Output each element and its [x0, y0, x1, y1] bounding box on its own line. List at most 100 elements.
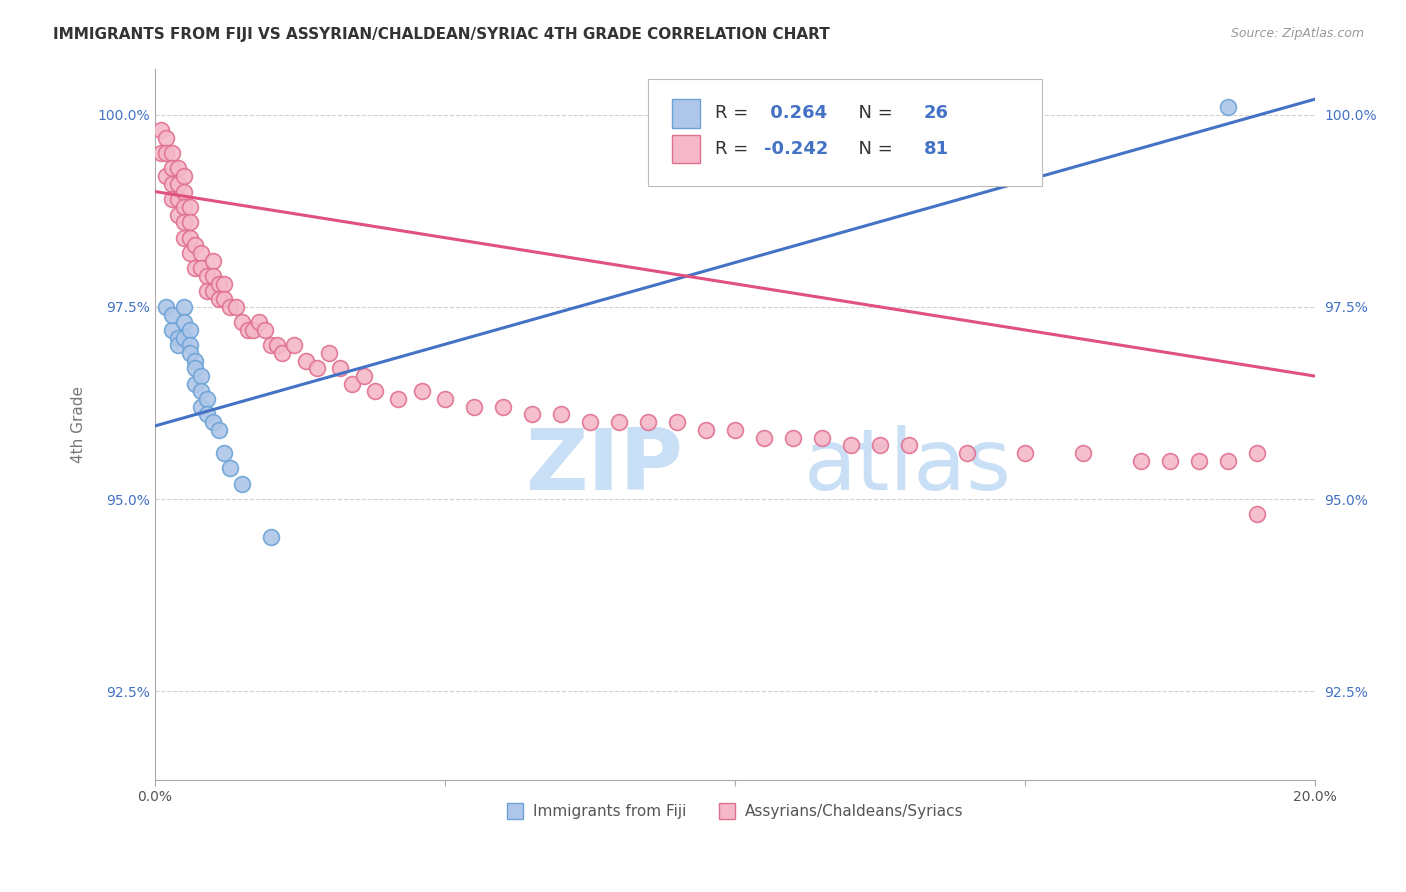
Text: 0.264: 0.264	[763, 104, 827, 122]
Point	[752, 430, 775, 444]
Legend: Immigrants from Fiji, Assyrians/Chaldeans/Syriacs: Immigrants from Fiji, Assyrians/Chaldean…	[499, 798, 970, 825]
Point	[307, 361, 329, 376]
Point	[492, 400, 515, 414]
Point	[839, 438, 862, 452]
Point	[173, 330, 195, 344]
Point	[207, 292, 229, 306]
Y-axis label: 4th Grade: 4th Grade	[72, 385, 86, 463]
Point	[387, 392, 409, 406]
FancyBboxPatch shape	[648, 79, 1042, 186]
Point	[782, 430, 804, 444]
Point	[695, 423, 717, 437]
Point	[167, 192, 190, 206]
Point	[195, 408, 218, 422]
Point	[149, 123, 172, 137]
Point	[318, 346, 340, 360]
Point	[329, 361, 352, 376]
Text: N =: N =	[848, 140, 898, 158]
Point	[271, 346, 294, 360]
Point	[179, 215, 201, 229]
Text: -0.242: -0.242	[763, 140, 828, 158]
Point	[184, 238, 207, 252]
Text: N =: N =	[848, 104, 898, 122]
Point	[190, 246, 212, 260]
Point	[184, 376, 207, 391]
Point	[149, 146, 172, 161]
Point	[179, 346, 201, 360]
Text: R =: R =	[716, 140, 754, 158]
Point	[173, 215, 195, 229]
Point	[219, 300, 242, 314]
Text: R =: R =	[716, 104, 754, 122]
Point	[160, 177, 183, 191]
Text: 26: 26	[924, 104, 949, 122]
Point	[173, 185, 195, 199]
Point	[353, 369, 375, 384]
Text: atlas: atlas	[804, 425, 1012, 508]
Point	[179, 230, 201, 244]
Point	[411, 384, 433, 399]
Point	[184, 261, 207, 276]
Point	[184, 361, 207, 376]
Point	[195, 285, 218, 299]
Point	[810, 430, 832, 444]
Point	[260, 531, 283, 545]
Point	[260, 338, 283, 352]
FancyBboxPatch shape	[672, 135, 700, 163]
Point	[160, 161, 183, 176]
Point	[578, 415, 600, 429]
Point	[167, 161, 190, 176]
Text: 81: 81	[924, 140, 949, 158]
Point	[225, 300, 247, 314]
Point	[173, 300, 195, 314]
Point	[155, 169, 177, 183]
Point	[236, 323, 259, 337]
Point	[190, 369, 212, 384]
Point	[201, 269, 224, 284]
Point	[207, 423, 229, 437]
Point	[155, 300, 177, 314]
Point	[201, 415, 224, 429]
Point	[155, 146, 177, 161]
Point	[1129, 453, 1152, 467]
Point	[201, 285, 224, 299]
Point	[167, 330, 190, 344]
Text: IMMIGRANTS FROM FIJI VS ASSYRIAN/CHALDEAN/SYRIAC 4TH GRADE CORRELATION CHART: IMMIGRANTS FROM FIJI VS ASSYRIAN/CHALDEA…	[53, 27, 830, 42]
Point	[283, 338, 305, 352]
Point	[179, 200, 201, 214]
Point	[160, 323, 183, 337]
Point	[195, 269, 218, 284]
Point	[253, 323, 276, 337]
Point	[294, 353, 316, 368]
Point	[665, 415, 688, 429]
Point	[242, 323, 264, 337]
Point	[219, 461, 242, 475]
Point	[155, 130, 177, 145]
Point	[607, 415, 630, 429]
Point	[167, 177, 190, 191]
Point	[160, 146, 183, 161]
Point	[179, 246, 201, 260]
Point	[201, 253, 224, 268]
Point	[207, 277, 229, 291]
Point	[173, 169, 195, 183]
Point	[214, 277, 236, 291]
Point	[433, 392, 456, 406]
Point	[231, 476, 253, 491]
Point	[160, 192, 183, 206]
Point	[463, 400, 485, 414]
Point	[173, 315, 195, 329]
Point	[231, 315, 253, 329]
Point	[1246, 446, 1268, 460]
Point	[897, 438, 920, 452]
Point	[1216, 100, 1239, 114]
Text: ZIP: ZIP	[524, 425, 682, 508]
Point	[214, 446, 236, 460]
Point	[1014, 446, 1036, 460]
Point	[1071, 446, 1094, 460]
Point	[247, 315, 270, 329]
Point	[190, 400, 212, 414]
Point	[195, 392, 218, 406]
Text: Source: ZipAtlas.com: Source: ZipAtlas.com	[1230, 27, 1364, 40]
Point	[520, 408, 543, 422]
